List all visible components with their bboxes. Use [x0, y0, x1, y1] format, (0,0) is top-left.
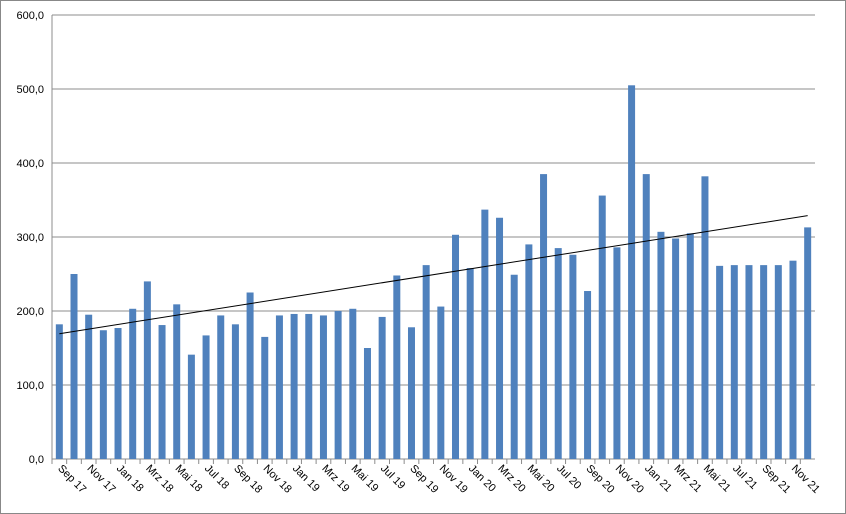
bar [540, 174, 548, 459]
bar [187, 354, 195, 459]
bar [774, 265, 782, 459]
bar [804, 227, 812, 459]
bar [99, 330, 107, 459]
bar [716, 265, 724, 459]
bar [701, 176, 709, 459]
bar [745, 265, 753, 459]
y-tick-label: 0,0 [29, 454, 44, 466]
bar [275, 315, 283, 459]
y-tick-label: 400,0 [16, 158, 44, 170]
bar [510, 274, 518, 459]
bar [158, 325, 166, 459]
bar [466, 268, 474, 459]
bar [114, 328, 122, 459]
bar [407, 327, 415, 459]
bar [246, 292, 254, 459]
y-tick-label: 200,0 [16, 306, 44, 318]
bar [554, 248, 562, 459]
bar [452, 234, 460, 459]
y-tick-label: 100,0 [16, 380, 44, 392]
bar [481, 209, 489, 459]
bar [334, 311, 342, 459]
bar [422, 265, 430, 459]
bar [378, 316, 386, 459]
y-tick-label: 600,0 [16, 10, 44, 22]
bar [85, 314, 93, 459]
bar [305, 313, 313, 459]
bar [760, 265, 768, 459]
bar [217, 315, 225, 459]
bar [437, 306, 445, 459]
bar [628, 85, 636, 460]
bar [231, 324, 239, 459]
bar [349, 308, 357, 459]
y-tick-label: 500,0 [16, 84, 44, 96]
y-tick-label: 300,0 [16, 232, 44, 244]
bar [613, 247, 621, 459]
bar [789, 260, 797, 459]
bar [319, 315, 327, 459]
bar [393, 275, 401, 459]
bar [569, 254, 577, 459]
bar [496, 217, 504, 459]
bar [686, 233, 694, 459]
bar [202, 335, 210, 459]
bar [584, 291, 592, 459]
bar [730, 265, 738, 459]
bar [70, 274, 78, 459]
bar [261, 336, 269, 459]
bar [598, 195, 606, 459]
bar [642, 174, 650, 459]
bar [55, 324, 63, 459]
trendline [59, 215, 808, 335]
bar [143, 281, 151, 459]
bar [672, 238, 680, 459]
bar [129, 308, 137, 459]
bar [290, 313, 298, 459]
bar [363, 348, 371, 459]
bar [173, 304, 181, 459]
bar [657, 231, 665, 459]
bar [525, 244, 533, 459]
